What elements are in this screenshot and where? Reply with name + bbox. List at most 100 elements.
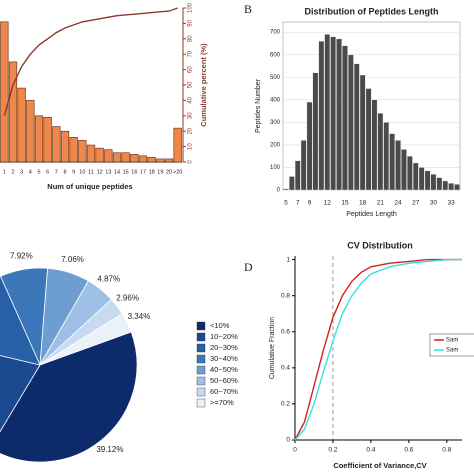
bar <box>112 152 122 163</box>
x-tick-label: 0 <box>293 447 297 454</box>
bar <box>60 130 70 163</box>
x-tick-label: 7 <box>296 200 300 207</box>
legend-label: 30~40% <box>210 354 238 363</box>
x-axis-title: Peptides Length <box>346 211 397 218</box>
bar <box>52 126 61 163</box>
bar <box>395 140 401 191</box>
bar <box>383 122 390 191</box>
bar <box>312 72 319 191</box>
y-tick-label: 0.6 <box>281 328 290 335</box>
bar <box>130 154 139 163</box>
x-tick-label: 12 <box>97 169 103 175</box>
y-tick-label: 0.8 <box>281 292 290 299</box>
cdf-line <box>294 258 462 441</box>
x-tick-label: 3 <box>20 169 23 175</box>
y-tick-label: 1 <box>286 256 290 263</box>
x-tick-label: 18 <box>149 169 155 175</box>
x-tick-label: >20 <box>173 169 182 175</box>
x-tick-label: 30 <box>430 200 438 207</box>
bar <box>86 144 96 163</box>
bar <box>78 140 87 163</box>
legend-label: 20~30% <box>210 343 238 352</box>
bar <box>138 155 148 163</box>
x-tick-label: 17 <box>140 169 146 175</box>
chart-title: CV Distribution <box>347 240 413 250</box>
legend-label: 60~70% <box>210 387 238 396</box>
x-axis-title: Coefficient of Variance,CV <box>333 461 426 470</box>
bar <box>418 167 425 191</box>
legend-label: Sam <box>446 338 458 344</box>
cumulative-line <box>3 7 178 116</box>
pie-slice <box>0 275 41 366</box>
x-tick-label: 0.2 <box>328 447 337 454</box>
bar <box>430 174 437 191</box>
bar <box>454 184 460 191</box>
bar <box>294 160 301 191</box>
y2-tick-label: 10 <box>188 143 194 150</box>
bar <box>43 117 52 163</box>
bar <box>26 100 35 163</box>
legend-label: <10% <box>210 321 230 330</box>
x-tick-label: 13 <box>105 169 111 175</box>
y2-tick-label: 0 <box>188 160 194 164</box>
y-tick-label: 0 <box>277 188 281 194</box>
bar <box>69 137 78 163</box>
x-tick-label: 1 <box>3 169 6 175</box>
bar <box>377 113 384 191</box>
legend-label: >=70% <box>210 398 234 407</box>
legend-label: 50~60% <box>210 376 238 385</box>
bar <box>0 21 9 163</box>
x-tick-label: 5 <box>37 169 40 175</box>
legend-swatch <box>196 321 206 331</box>
plot-area <box>282 21 461 191</box>
y-axis-title: Peptides Number <box>255 78 262 133</box>
y2-tick-label: 20 <box>188 127 194 134</box>
legend-swatch <box>196 376 206 386</box>
legend-swatch <box>196 354 206 364</box>
y-tick-label: 700 <box>270 30 281 36</box>
legend-swatch <box>196 343 206 353</box>
bar <box>436 177 443 191</box>
bar <box>318 40 325 191</box>
x-tick-label: 33 <box>448 200 456 207</box>
bar <box>401 149 407 191</box>
y2-tick-label: 60 <box>188 66 194 73</box>
y-tick-label: 300 <box>270 120 281 126</box>
x-tick-label: 24 <box>394 200 402 207</box>
bar <box>353 63 360 191</box>
x-tick-label: 12 <box>324 200 332 207</box>
y2-tick-label: 40 <box>188 96 194 103</box>
bar <box>156 158 165 163</box>
panel-letter: D <box>244 260 253 274</box>
y2-axis-title: Cumulative percent (%) <box>199 43 208 127</box>
y2-tick-label: 90 <box>188 19 194 26</box>
x-tick-label: 14 <box>114 169 120 175</box>
pie-slice <box>0 331 138 463</box>
y2-tick-label: 70 <box>188 50 194 57</box>
x-tick-label: 2 <box>11 169 14 175</box>
bar <box>283 188 289 191</box>
x-tick-label: 20 <box>166 169 172 175</box>
x-tick-label: 21 <box>377 200 385 207</box>
x-tick-label: 6 <box>46 169 49 175</box>
y-tick-label: 0 <box>286 437 290 444</box>
bar <box>104 149 113 163</box>
y-tick-label: 100 <box>270 165 281 171</box>
x-axis-title: Num of unique peptides <box>47 182 132 191</box>
x-tick-label: 0.4 <box>366 447 375 454</box>
x-tick-label: 10 <box>79 169 85 175</box>
y-tick-label: 200 <box>270 142 281 148</box>
y2-tick-label: 50 <box>188 81 194 88</box>
value-label: 39.12% <box>96 445 123 454</box>
x-tick-label: 5 <box>284 200 288 207</box>
bar <box>412 162 419 191</box>
y-tick-label: 600 <box>270 52 281 58</box>
legend-label: Sam <box>446 348 458 354</box>
bar <box>407 155 413 191</box>
y-axis-title: Cumulative Fraction <box>269 317 276 379</box>
bar <box>336 38 342 191</box>
bar <box>34 115 44 163</box>
bar <box>348 54 354 191</box>
x-tick-label: 16 <box>131 169 137 175</box>
value-label: 3.34% <box>128 312 151 321</box>
